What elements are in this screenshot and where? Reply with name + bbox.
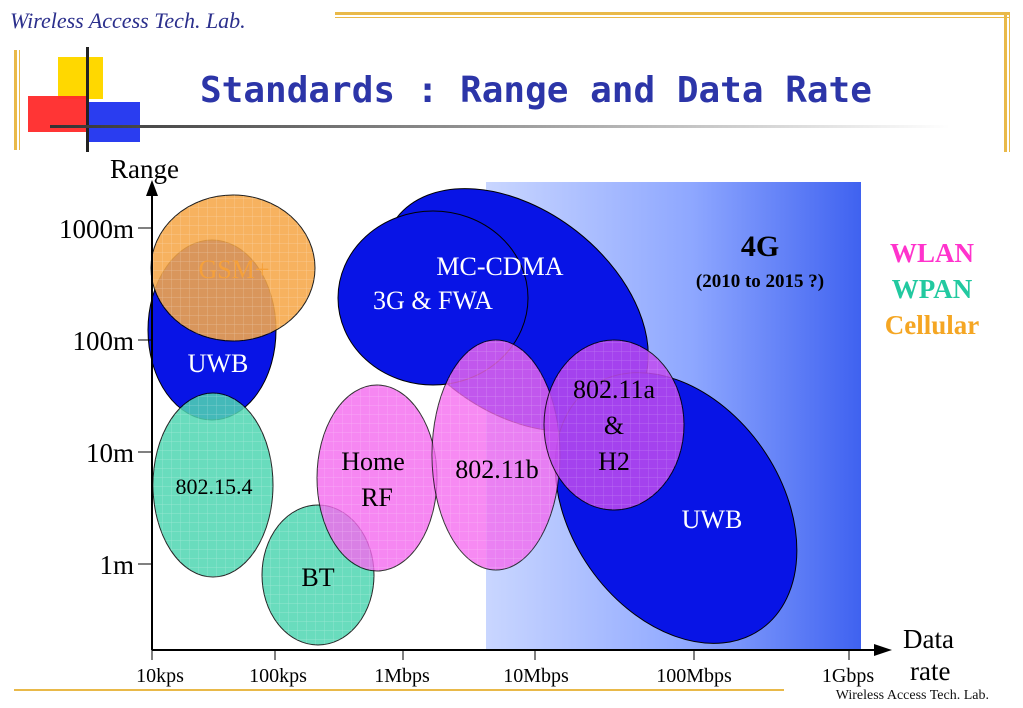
left-gold-border	[14, 50, 17, 150]
y-tick-100m: 100m	[72, 326, 134, 356]
right-gold-border-thin	[1009, 12, 1010, 152]
label-h2: H2	[598, 447, 630, 476]
label-uwb-large: UWB	[682, 505, 743, 534]
y-tick-1000m: 1000m	[59, 214, 134, 244]
x-axis-arrow	[874, 644, 892, 656]
x-tick-10kps: 10kps	[136, 665, 184, 687]
label-802-11a: 802.11a	[573, 375, 656, 404]
y-tick-10m: 10m	[86, 438, 134, 468]
label-rf: RF	[361, 483, 393, 512]
lab-name-footer: Wireless Access Tech. Lab.	[835, 688, 989, 703]
region-3g-fwa	[337, 210, 529, 386]
label-home: Home	[341, 447, 405, 476]
legend-cellular: Cellular	[884, 310, 980, 340]
x-tick-1gbps: 1Gbps	[822, 665, 874, 687]
x-tick-10mbps: 10Mbps	[503, 665, 569, 687]
y-tick-1m: 1m	[99, 550, 134, 580]
label-gsm: GSM+	[198, 255, 269, 284]
y-axis-arrow	[146, 180, 158, 196]
label-802-15-4: 802.15.4	[176, 474, 253, 499]
label-802-11b: 802.11b	[455, 455, 539, 484]
label-uwb-small: UWB	[188, 349, 249, 378]
legend-wpan: WPAN	[891, 274, 973, 304]
y-axis-label: Range	[110, 154, 179, 184]
label-4g-period: (2010 to 2015 ?)	[696, 271, 824, 292]
label-bt: BT	[301, 563, 334, 592]
header-gold-line-thin	[335, 17, 1010, 18]
page-title: Standards : Range and Data Rate	[200, 70, 872, 111]
x-axis-label-line1: Data	[903, 624, 954, 654]
x-tick-100mbps: 100Mbps	[656, 665, 732, 687]
left-gold-border-thin	[19, 50, 20, 150]
x-axis-label-line2: rate	[910, 656, 950, 686]
label-mc-cdma: MC-CDMA	[436, 252, 563, 281]
footer-gold-line	[14, 689, 784, 691]
right-gold-border	[1004, 12, 1007, 152]
legend-wlan: WLAN	[889, 238, 974, 268]
x-tick-1mbps: 1Mbps	[374, 665, 430, 687]
logo-vertical-line	[86, 47, 89, 152]
label-amp: &	[604, 411, 624, 440]
logo-blue-square	[88, 102, 140, 142]
label-4g: 4G	[741, 230, 779, 263]
header-gold-line	[335, 12, 1010, 15]
header-underline	[50, 125, 950, 128]
label-3g-fwa: 3G & FWA	[373, 286, 493, 315]
lab-name-header: Wireless Access Tech. Lab.	[10, 8, 246, 33]
logo-yellow-square	[58, 57, 103, 99]
x-tick-100kps: 100kps	[249, 665, 307, 687]
